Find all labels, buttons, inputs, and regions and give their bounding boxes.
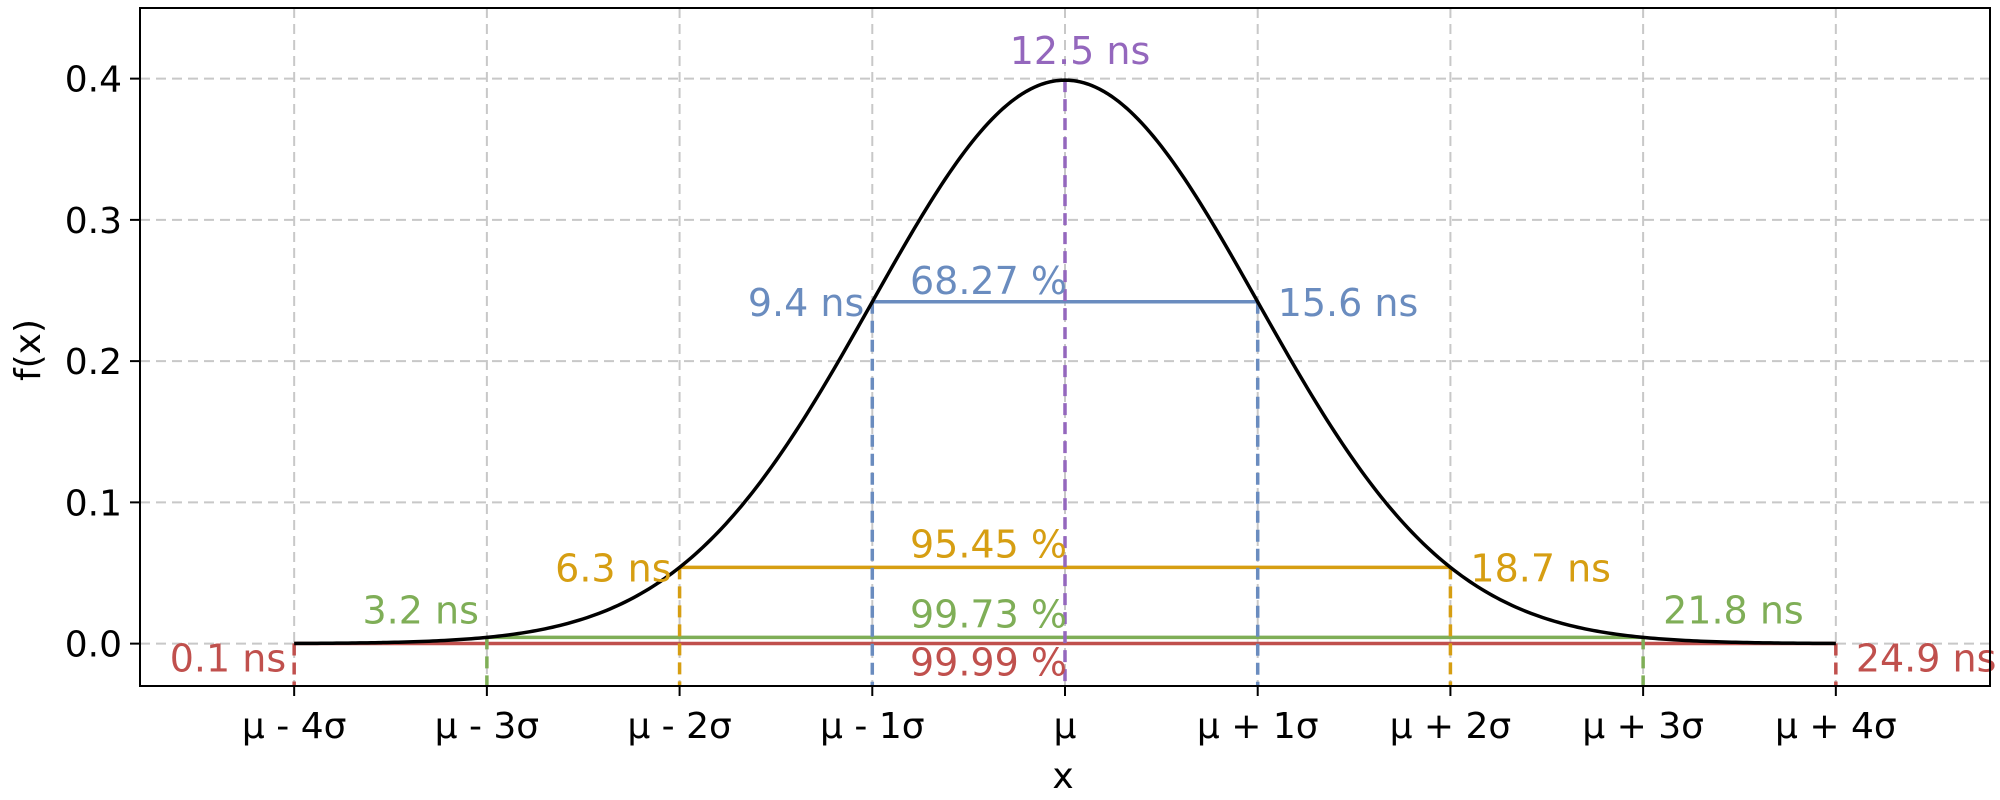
pdf-curve-layer [294,78,1836,646]
x-tick-label: μ + 2σ [1390,706,1512,747]
x-tick-label: μ - 2σ [627,706,732,747]
pdf-curve [294,78,1836,646]
y-tick-label: 0.3 [65,201,122,242]
interval-right-label: 18.7 ns [1470,546,1611,590]
y-axis-label: f(x) [8,319,49,381]
interval-percent-label: 95.45 % [910,522,1067,566]
interval-right-label: 24.9 ns [1856,636,1997,680]
interval-left-label: 9.4 ns [748,281,864,325]
y-tick-label: 0.2 [65,342,122,383]
interval-left-label: 3.2 ns [362,588,478,632]
x-axis-label: x [1052,756,1073,797]
interval-markers [292,80,1838,686]
interval-right-label: 15.6 ns [1278,281,1419,325]
x-tick-label: μ + 3σ [1582,706,1704,747]
interval-percent-label: 99.99 % [910,640,1067,684]
x-tick-label: μ + 1σ [1197,706,1319,747]
mean-label: 12.5 ns [1010,29,1151,73]
annotation-labels: 9.4 ns 15.6 ns 68.27 % 6.3 ns 18.7 ns 95.45 %… [170,29,1997,684]
x-tick-label: μ - 3σ [435,706,540,747]
y-tick-label: 0.4 [65,60,122,101]
y-tick-label: 0.1 [65,483,122,524]
y-axis-ticks: 0.0 0.1 0.2 0.3 0.4 [65,60,140,666]
x-tick-label: μ [1054,706,1077,747]
x-tick-label: μ - 4σ [242,706,347,747]
x-axis-ticks: μ - 4σ μ - 3σ μ - 2σ μ - 1σ μ μ + 1σ μ + 2σ μ +… [242,686,1897,747]
interval-percent-label: 99.73 % [910,592,1067,636]
interval-right-label: 21.8 ns [1663,588,1804,632]
y-tick-label: 0.0 [65,625,122,666]
interval-percent-label: 68.27 % [910,259,1067,303]
interval-left-label: 6.3 ns [555,546,671,590]
x-tick-label: μ - 1σ [820,706,925,747]
x-tick-label: μ + 4σ [1775,706,1897,747]
interval-left-label: 0.1 ns [170,636,286,680]
